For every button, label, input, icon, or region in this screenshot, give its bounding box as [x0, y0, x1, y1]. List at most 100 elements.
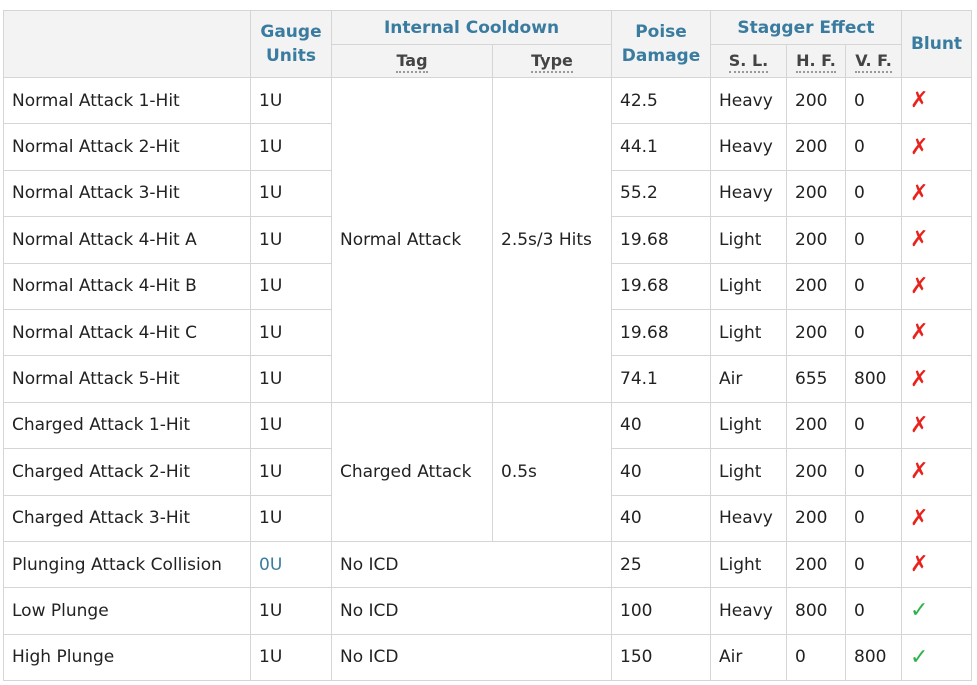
- blunt-cell: ✗: [901, 401, 972, 450]
- icd-type-cell: 0.5s: [492, 401, 612, 542]
- gauge-units-cell: 1U: [250, 123, 332, 171]
- vertical-force-cell: 0: [845, 401, 902, 450]
- horizontal-force-cell: 655: [786, 355, 846, 403]
- gauge-units-cell: 1U: [250, 633, 332, 682]
- attack-name-cell: High Plunge: [3, 633, 251, 682]
- attack-name-cell: Plunging Attack Collision: [3, 540, 251, 589]
- blunt-cell: ✗: [901, 308, 972, 357]
- blunt-cell: ✗: [901, 262, 972, 310]
- blunt-cell: ✓: [901, 633, 972, 682]
- header-type[interactable]: Type: [492, 44, 612, 78]
- blunt-cell: ✗: [901, 355, 972, 403]
- vertical-force-cell: 0: [845, 308, 902, 357]
- check-icon: ✓: [910, 598, 929, 624]
- poise-damage-cell: 100: [611, 587, 711, 635]
- poise-damage-cell: 19.68: [611, 308, 711, 357]
- blunt-cell: ✓: [901, 587, 972, 635]
- vertical-force-cell: 0: [845, 123, 902, 171]
- stagger-level-cell: Heavy: [710, 169, 787, 218]
- poise-damage-cell: 74.1: [611, 355, 711, 403]
- vertical-force-cell: 0: [845, 76, 902, 125]
- header-tag[interactable]: Tag: [331, 44, 493, 78]
- icd-cell: No ICD: [331, 587, 612, 635]
- horizontal-force-cell: 200: [786, 308, 846, 357]
- table-row: Normal Attack 4-Hit B 1U 19.68 Light 200 0 ✗: [3, 262, 972, 310]
- attack-name-cell: Normal Attack 4-Hit A: [3, 216, 251, 264]
- stagger-level-cell: Light: [710, 448, 787, 496]
- gauge-units-cell: 1U: [250, 216, 332, 264]
- blunt-cell: ✗: [901, 169, 972, 218]
- vertical-force-cell: 0: [845, 494, 902, 542]
- header-type-label: Type: [531, 51, 573, 73]
- stagger-level-cell: Heavy: [710, 76, 787, 125]
- horizontal-force-cell: 200: [786, 494, 846, 542]
- gauge-units-cell: 1U: [250, 76, 332, 125]
- icd-tag-cell: Charged Attack: [331, 401, 493, 542]
- header-vf[interactable]: V. F.: [845, 44, 902, 78]
- header-hf-label: H. F.: [796, 51, 836, 73]
- horizontal-force-cell: 200: [786, 123, 846, 171]
- icd-type-cell: 2.5s/3 Hits: [492, 77, 612, 403]
- header-vf-label: V. F.: [855, 51, 892, 73]
- vertical-force-cell: 0: [845, 169, 902, 218]
- header-internal-cooldown: Internal Cooldown: [331, 10, 612, 45]
- cross-icon: ✗: [910, 227, 929, 253]
- stagger-level-cell: Light: [710, 262, 787, 310]
- horizontal-force-cell: 200: [786, 262, 846, 310]
- cross-icon: ✗: [910, 180, 929, 206]
- table-row: Normal Attack 5-Hit 1U 74.1 Air 655 800 ✗: [3, 355, 972, 403]
- icd-cell: No ICD: [331, 540, 612, 589]
- header-stagger-effect: Stagger Effect: [710, 10, 902, 45]
- cross-icon: ✗: [910, 366, 929, 392]
- horizontal-force-cell: 200: [786, 540, 846, 589]
- stagger-level-cell: Heavy: [710, 494, 787, 542]
- gauge-units-cell: 1U: [250, 448, 332, 496]
- header-hf[interactable]: H. F.: [786, 44, 846, 78]
- poise-damage-cell: 44.1: [611, 123, 711, 171]
- blunt-cell: ✗: [901, 540, 972, 589]
- header-poise-damage: Poise Damage: [611, 10, 711, 78]
- table-row: High Plunge 1U No ICD 150 Air 0 800 ✓: [3, 633, 972, 682]
- vertical-force-cell: 0: [845, 448, 902, 496]
- attack-name-cell: Low Plunge: [3, 587, 251, 635]
- stagger-level-cell: Heavy: [710, 123, 787, 171]
- table-row: Charged Attack 1-Hit 1U Charged Attack 0.5s…: [3, 401, 972, 542]
- poise-damage-cell: 42.5: [611, 76, 711, 125]
- header-name: [3, 10, 251, 78]
- poise-damage-cell: 19.68: [611, 262, 711, 310]
- poise-damage-cell: 25: [611, 540, 711, 589]
- table-row: Normal Attack 4-Hit C 1U 19.68 Light 200 0 ✗: [3, 308, 972, 357]
- blunt-cell: ✗: [901, 76, 972, 125]
- blunt-cell: ✗: [901, 494, 972, 542]
- cross-icon: ✗: [910, 134, 929, 160]
- attack-name-cell: Normal Attack 4-Hit B: [3, 262, 251, 310]
- poise-damage-cell: 40: [611, 494, 711, 542]
- attack-name-cell: Charged Attack 2-Hit: [3, 448, 251, 496]
- horizontal-force-cell: 200: [786, 169, 846, 218]
- poise-damage-cell: 40: [611, 448, 711, 496]
- stagger-level-cell: Light: [710, 216, 787, 264]
- table-row: Normal Attack 4-Hit A 1U 19.68 Light 200 0 ✗: [3, 216, 972, 264]
- cross-icon: ✗: [910, 505, 929, 531]
- horizontal-force-cell: 200: [786, 76, 846, 125]
- blunt-cell: ✗: [901, 216, 972, 264]
- cross-icon: ✗: [910, 320, 929, 346]
- attack-name-cell: Normal Attack 3-Hit: [3, 169, 251, 218]
- check-icon: ✓: [910, 644, 929, 670]
- header-sl[interactable]: S. L.: [710, 44, 787, 78]
- poise-damage-cell: 55.2: [611, 169, 711, 218]
- table-row: Normal Attack 2-Hit 1U 44.1 Heavy 200 0 ✗: [3, 123, 972, 171]
- attack-name-cell: Charged Attack 1-Hit: [3, 401, 251, 450]
- cross-icon: ✗: [910, 459, 929, 485]
- table-row: Normal Attack 1-Hit 1U Normal Attack 2.5s/3…: [3, 76, 972, 403]
- gauge-units-cell: 1U: [250, 587, 332, 635]
- attack-name-cell: Normal Attack 5-Hit: [3, 355, 251, 403]
- attack-name-cell: Normal Attack 4-Hit C: [3, 308, 251, 357]
- vertical-force-cell: 800: [845, 633, 902, 682]
- vertical-force-cell: 800: [845, 355, 902, 403]
- blunt-cell: ✗: [901, 448, 972, 496]
- table-row: Charged Attack 3-Hit 1U 40 Heavy 200 0 ✗: [3, 494, 972, 542]
- vertical-force-cell: 0: [845, 587, 902, 635]
- gauge-units-cell: 1U: [250, 401, 332, 450]
- cross-icon: ✗: [910, 273, 929, 299]
